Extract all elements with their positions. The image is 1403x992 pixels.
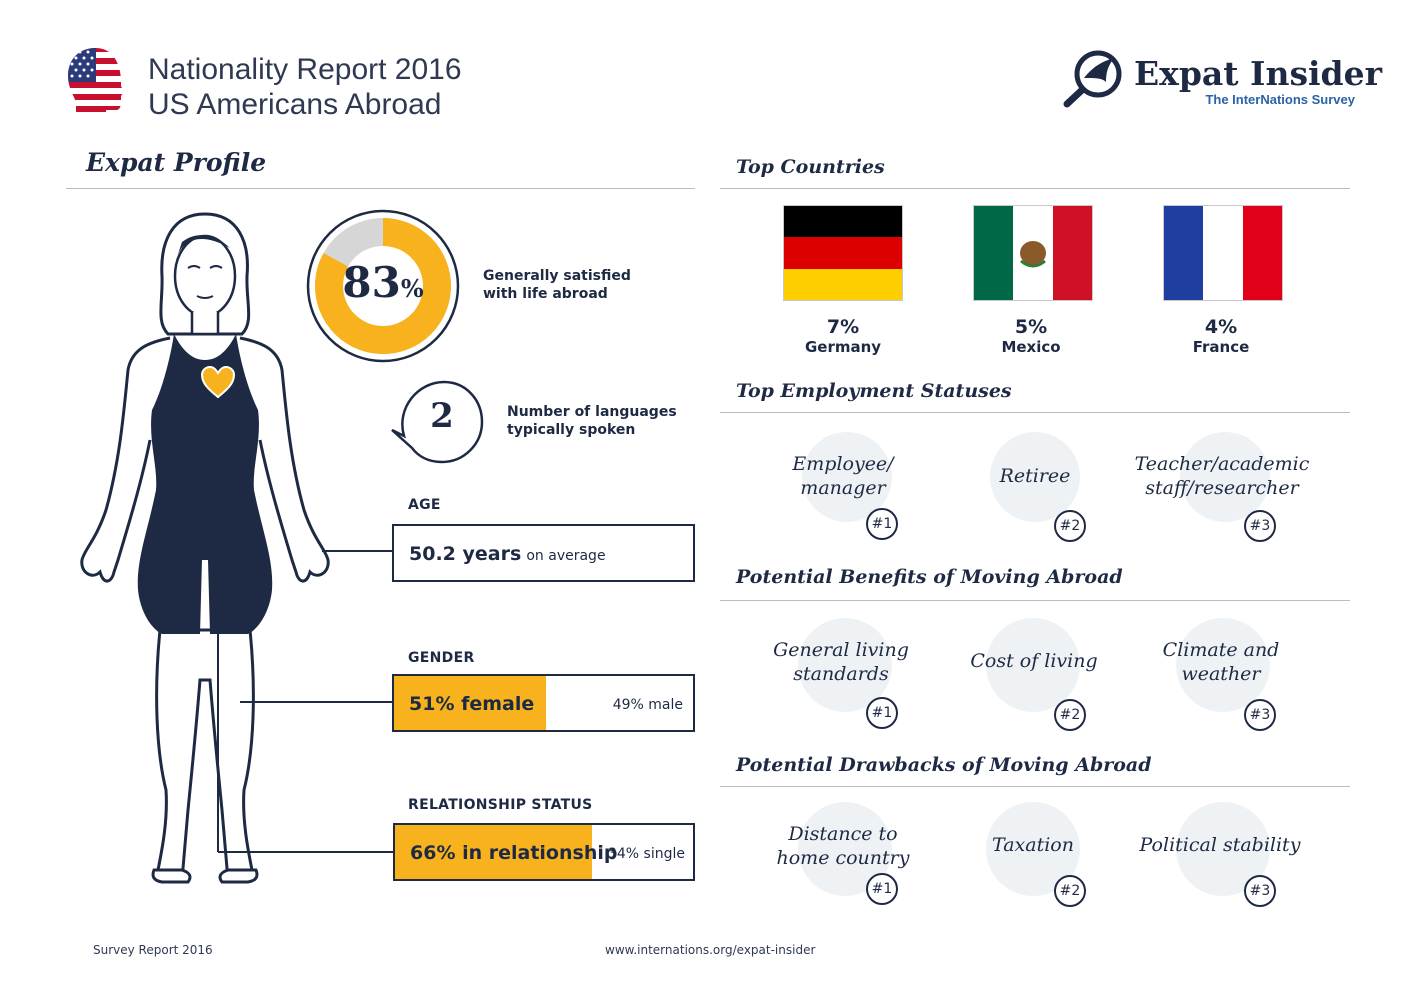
- drawbacks-3-rank: #3: [1244, 875, 1276, 907]
- employment-1-bg: [802, 432, 892, 522]
- gender-fill: [394, 676, 547, 730]
- us-flag-head-icon: [68, 48, 124, 118]
- heart-icon: [200, 365, 236, 399]
- benefits-1-rank: #1: [866, 697, 898, 729]
- employment-heading: Top Employment Statuses: [736, 380, 1012, 402]
- benefits-item-1: General living standards: [741, 638, 941, 686]
- brand-subtitle: The InterNations Survey: [1205, 92, 1355, 107]
- satisfaction-label: Generally satisfied with life abroad: [483, 267, 631, 303]
- employment-3-line1: Teacher/academic: [1134, 453, 1310, 475]
- benefits-2-bg: [986, 618, 1080, 712]
- drawbacks-item-1: Distance to home country: [743, 822, 943, 870]
- country-1-name: Germany: [804, 338, 882, 356]
- benefits-3-rank: #3: [1244, 699, 1276, 731]
- benefits-item-3: Climate and weather: [1121, 638, 1321, 686]
- drawbacks-item-2: Taxation: [933, 833, 1133, 857]
- woman-silhouette: [80, 212, 330, 884]
- gender-primary: 51% female: [409, 693, 535, 715]
- country-2-name: Mexico: [1001, 338, 1061, 356]
- gender-secondary: 49% male: [612, 697, 683, 713]
- age-box: 50.2 years on average: [392, 524, 695, 582]
- satisfaction-donut: [306, 209, 460, 363]
- drawbacks-heading: Potential Drawbacks of Moving Abroad: [736, 754, 1152, 776]
- relationship-fill: [395, 825, 592, 879]
- country-2-value: 5%: [1014, 316, 1048, 338]
- employment-divider: [720, 412, 1350, 413]
- drawbacks-1-line1: Distance to: [788, 823, 898, 845]
- age-suffix: on average: [526, 548, 606, 564]
- profile-divider: [66, 188, 695, 189]
- report-title-line1: Nationality Report 2016: [148, 53, 462, 86]
- mexico-flag-icon: [973, 205, 1093, 301]
- brand-name: Expat Insider: [1134, 54, 1383, 93]
- benefits-1-bg: [798, 618, 892, 712]
- drawbacks-item-3: Political stability: [1120, 833, 1320, 857]
- employment-3-rank: #3: [1244, 510, 1276, 542]
- benefits-2-rank: #2: [1054, 699, 1086, 731]
- country-3-value: 4%: [1204, 316, 1238, 338]
- expat-profile-heading: Expat Profile: [86, 148, 267, 177]
- satisfaction-unit: %: [400, 274, 424, 303]
- benefits-heading: Potential Benefits of Moving Abroad: [736, 566, 1123, 588]
- relationship-label: RELATIONSHIP STATUS: [408, 797, 593, 813]
- satisfaction-number: 83: [342, 258, 401, 307]
- employment-item-2: Retiree: [935, 464, 1135, 488]
- benefits-divider: [720, 600, 1350, 601]
- gender-bar: 51% female 49% male: [392, 674, 695, 732]
- employment-1-line2: manager: [800, 477, 886, 499]
- languages-label: Number of languages typically spoken: [507, 403, 677, 439]
- france-flag-icon: [1163, 205, 1283, 301]
- benefits-1-line1: General living: [773, 639, 909, 661]
- satisfaction-value: 83%: [305, 258, 461, 307]
- report-title-line2: US Americans Abroad: [148, 88, 442, 121]
- relationship-secondary: 34% single: [607, 846, 685, 862]
- employment-3-line2: staff/researcher: [1145, 477, 1299, 499]
- employment-3-bg: [1180, 432, 1270, 522]
- languages-value: 2: [430, 396, 454, 436]
- age-value-line: 50.2 years on average: [409, 543, 606, 565]
- drawbacks-3-line1: Political stability: [1139, 834, 1301, 856]
- satisfaction-arc: [315, 218, 451, 354]
- drawbacks-divider: [720, 786, 1350, 787]
- satisfaction-label-line1: Generally satisfied: [483, 268, 631, 284]
- drawbacks-2-line1: Taxation: [992, 834, 1074, 856]
- footer-left: Survey Report 2016: [93, 943, 213, 957]
- country-1-value: 7%: [826, 316, 860, 338]
- benefits-3-bg: [1176, 618, 1270, 712]
- germany-flag-icon: [783, 205, 903, 301]
- employment-1-rank: #1: [866, 508, 898, 540]
- employment-1-line1: Employee/: [792, 453, 894, 475]
- employment-item-3: Teacher/academic staff/researcher: [1122, 452, 1322, 500]
- languages-label-line2: typically spoken: [507, 422, 636, 438]
- drawbacks-1-line2: home country: [776, 847, 910, 869]
- employment-2-line1: Retiree: [999, 465, 1071, 487]
- benefits-1-line2: standards: [793, 663, 889, 685]
- benefits-3-line1: Climate and: [1162, 639, 1280, 661]
- relationship-bar: 66% in relationship 34% single: [393, 823, 695, 881]
- drawbacks-1-rank: #1: [866, 873, 898, 905]
- country-3-name: France: [1192, 338, 1250, 356]
- top-countries-heading: Top Countries: [736, 156, 885, 178]
- employment-item-1: Employee/ manager: [743, 452, 943, 500]
- employment-2-rank: #2: [1054, 510, 1086, 542]
- expat-insider-logo-icon: [1063, 50, 1122, 108]
- employment-2-bg: [990, 432, 1080, 522]
- languages-label-line1: Number of languages: [507, 404, 677, 420]
- benefits-2-line1: Cost of living: [970, 650, 1098, 672]
- age-value: 50.2 years: [409, 543, 522, 565]
- gender-label: GENDER: [408, 650, 475, 666]
- drawbacks-2-rank: #2: [1054, 875, 1086, 907]
- age-label: AGE: [408, 497, 441, 513]
- relationship-primary: 66% in relationship: [410, 842, 618, 864]
- satisfaction-label-line2: with life abroad: [483, 286, 608, 302]
- countries-divider: [720, 188, 1350, 189]
- speech-bubble-icon: [391, 380, 484, 464]
- benefits-3-line2: weather: [1181, 663, 1261, 685]
- benefits-item-2: Cost of living: [934, 649, 1134, 673]
- footer-url[interactable]: www.internations.org/expat-insider: [605, 943, 816, 957]
